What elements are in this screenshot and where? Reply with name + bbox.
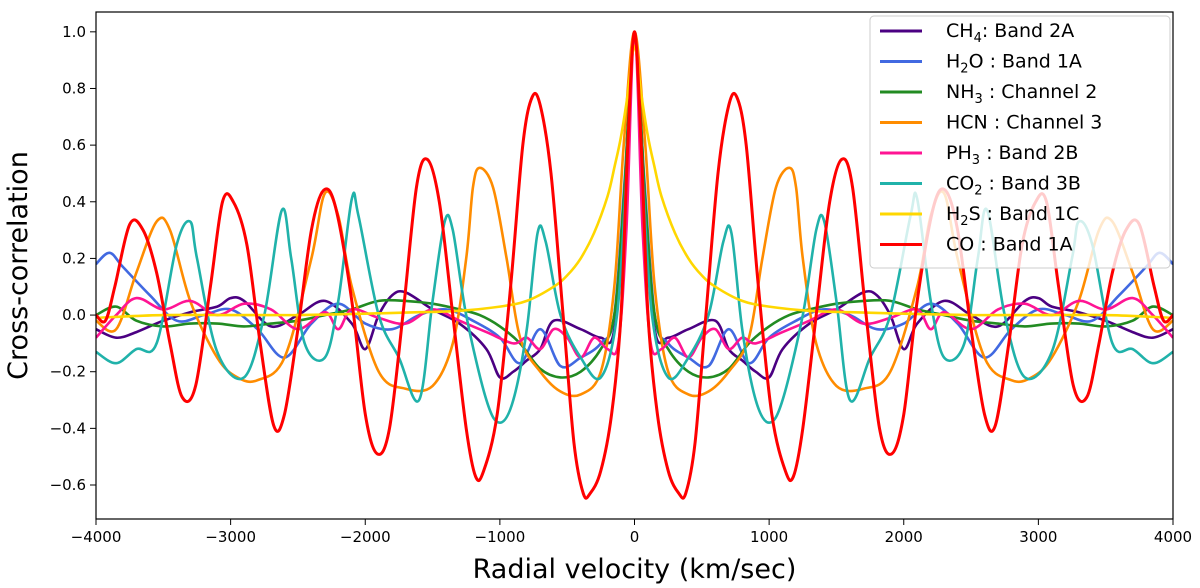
- x-tick-label: 4000: [1154, 528, 1192, 546]
- y-tick-label: 1.0: [62, 23, 86, 41]
- x-tick-label: 1000: [750, 528, 788, 546]
- y-tick-label: −0.6: [50, 476, 86, 494]
- x-tick-label: −4000: [71, 528, 122, 546]
- y-tick-label: 0.4: [62, 193, 86, 211]
- ticks-layer: −4000 −3000 −2000 −1000 0 1000 2000 3000 4000 −0.…: [50, 23, 1193, 546]
- x-tick-label: 0: [630, 528, 640, 546]
- y-axis-label: Cross-correlation: [3, 151, 34, 380]
- y-tick-label: 0.8: [62, 79, 86, 97]
- legend-entry-7: CO : Band 1A: [946, 234, 1073, 256]
- y-tick-label: 0.6: [62, 136, 86, 154]
- legend-entry-2: NH3 : Channel 2: [946, 81, 1097, 107]
- y-tick-label: −0.2: [50, 363, 86, 381]
- x-axis-label: Radial velocity (km/sec): [473, 554, 797, 585]
- legend-entry-5: CO2 : Band 3B: [946, 173, 1081, 199]
- x-tick-label: 3000: [1019, 528, 1057, 546]
- legend-entry-3: HCN : Channel 3: [946, 112, 1102, 134]
- legend: CH4: Band 2A H2O : Band 1A NH3 : Channel 2…: [869, 15, 1171, 269]
- x-tick-label: −2000: [340, 528, 391, 546]
- y-tick-label: −0.4: [50, 419, 86, 437]
- y-tick-label: 0.2: [62, 249, 86, 267]
- legend-entry-4: PH3 : Band 2B: [946, 142, 1078, 168]
- legend-entry-6: H2S : Band 1C: [946, 203, 1079, 229]
- y-tick-label: 0.0: [62, 306, 86, 324]
- series-line-7: [96, 30, 1173, 500]
- x-tick-label: −3000: [205, 528, 256, 546]
- x-tick-label: −1000: [475, 528, 526, 546]
- legend-entry-0: CH4: Band 2A: [946, 20, 1074, 46]
- legend-entry-1: H2O : Band 1A: [946, 51, 1082, 77]
- series-layer: [96, 30, 1173, 500]
- series-line-6: [96, 44, 1173, 320]
- x-tick-label: 2000: [885, 528, 923, 546]
- legend-box: [869, 15, 1171, 269]
